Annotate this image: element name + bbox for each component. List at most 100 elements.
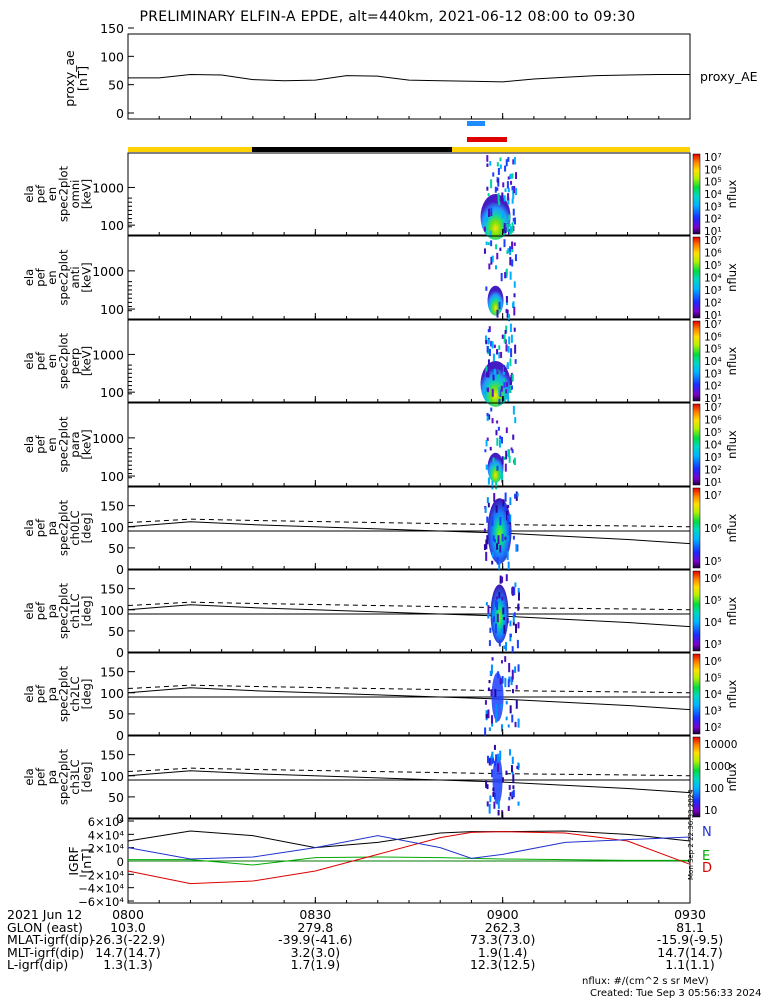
spectrogram-speckle [509,323,512,333]
pa-flux-core [487,498,512,564]
spectrogram-speckle [490,240,493,247]
pa-speckle [506,550,509,561]
spectrogram-speckle [512,190,515,199]
pa-speckle [500,660,503,664]
pa-speckle [505,700,508,705]
colorbar-tick-label: 10³ [704,639,722,651]
ephemeris-value: 0900 [486,907,519,922]
spectrogram-speckle [505,389,508,394]
ephemeris-value: 81.1 [676,919,704,935]
colorbar-tick-label: 10⁵ [704,344,722,356]
spectrogram-speckle [510,447,513,451]
pa-speckle [501,533,504,542]
pa-speckle [504,612,507,621]
pa-speckle [507,679,510,688]
spectrogram-speckle [509,271,512,280]
colorbar-tick-label: 10⁴ [704,356,722,368]
igrf-legend-N: N [702,825,712,840]
pa-speckle [490,756,493,766]
pa-ylabel: ch0LC [68,510,82,545]
spectrogram-speckle [510,385,513,390]
spectrogram-ytick-label: 1000 [92,180,124,195]
pa-speckle [511,646,514,654]
spectrogram-frame-anti [127,235,691,320]
pa-ytick-label: 50 [108,707,124,722]
colorbar-zlabel: nflux [725,762,739,791]
pa-speckle [489,670,492,676]
spectrogram-speckle [504,463,507,472]
spectrogram-ylabel: spec2plot [57,332,71,389]
proxy-ae-line [128,73,690,83]
pa-speckle [497,800,500,809]
pa-speckle [502,607,505,615]
pa-speckle [504,677,507,688]
pa-speckle [494,688,497,697]
pa-ytick-label: 150 [100,499,124,514]
pa-speckle [505,716,508,721]
igrf-legend-E: E [702,849,710,864]
colorbar-tick-label: 10⁴ [704,689,722,701]
spectrogram-speckle [513,327,516,332]
pa-frame-ch1LC [127,569,691,653]
pa-speckle [497,535,500,545]
spectrogram-speckle [507,157,510,162]
pa-speckle [510,765,513,773]
pa-speckle [489,795,492,803]
pa-ylabel: pef [34,767,48,786]
spectrogram-speckle [506,181,509,189]
spectrogram-speckle [513,185,516,194]
spectrogram-speckle [509,385,512,393]
pa-speckle [489,627,492,633]
pa-speckle [485,551,488,561]
igrf-series-D [127,831,691,885]
pa-speckle [504,656,507,662]
spectrogram-speckle [498,201,501,206]
ephemeris-label: MLAT-igrf(dip) [7,932,94,947]
spectrogram-ylabel: anti [68,266,82,288]
spectrogram-speckle [485,439,488,447]
colorbar-tick-label: 10³ [704,452,722,464]
spectrogram-speckle [506,250,509,254]
pa-speckle [511,795,514,800]
ephemeris-value: -15.9(-9.5) [656,932,724,947]
pa-speckle [509,633,512,642]
spectrogram-speckle [486,371,489,378]
pa-speckle [507,504,510,508]
pa-speckle [517,664,520,672]
spectrogram-speckle [501,334,504,339]
pa-speckle [502,499,505,507]
pa-ylabel: ch3LC [68,759,82,794]
ephemeris-value: 3.2(3.0) [290,944,341,960]
spectrogram-speckle [499,164,502,169]
spectrogram-speckle [505,308,508,313]
colorbar-tick-label: 10⁵ [704,673,722,685]
colorbar-tick-label: 10⁵ [704,177,722,189]
proxy-ae-ylabel: [nT] [75,66,90,91]
colorbar-tick-label: 10⁷ [704,490,722,502]
colorbar-tick-label: 10³ [704,201,722,213]
spectrogram-speckle [510,348,513,358]
pa-speckle [488,680,491,684]
pa-speckle [488,803,491,814]
colorbar-tick-label: 10¹ [704,226,722,238]
spectrogram-ylabel: ela [22,269,36,286]
colorbar-tick-label: 10⁴ [704,273,722,285]
pa-speckle [487,502,490,508]
ephemeris-value: 1.1(1.1) [665,957,715,972]
pa-flux-core [492,755,503,805]
colorbar-tick-label: 10⁶ [704,164,722,176]
ephemeris-value: 14.7(14.7) [95,944,161,960]
ephemeris-value: 1.7(1.9) [290,957,341,972]
pa-speckle [508,796,511,801]
pa-speckle [497,753,500,762]
pa-speckle [499,678,502,685]
spectrogram-speckle [501,472,504,482]
spectrogram-speckle [487,359,490,366]
pa-speckle [507,805,510,811]
spectrogram-speckle [499,435,502,440]
spectrogram-speckle [503,195,506,202]
pa-speckle [491,758,494,764]
spectrogram-speckle [496,252,499,260]
spectrogram-speckle [494,371,497,380]
pa-speckle [501,676,504,684]
